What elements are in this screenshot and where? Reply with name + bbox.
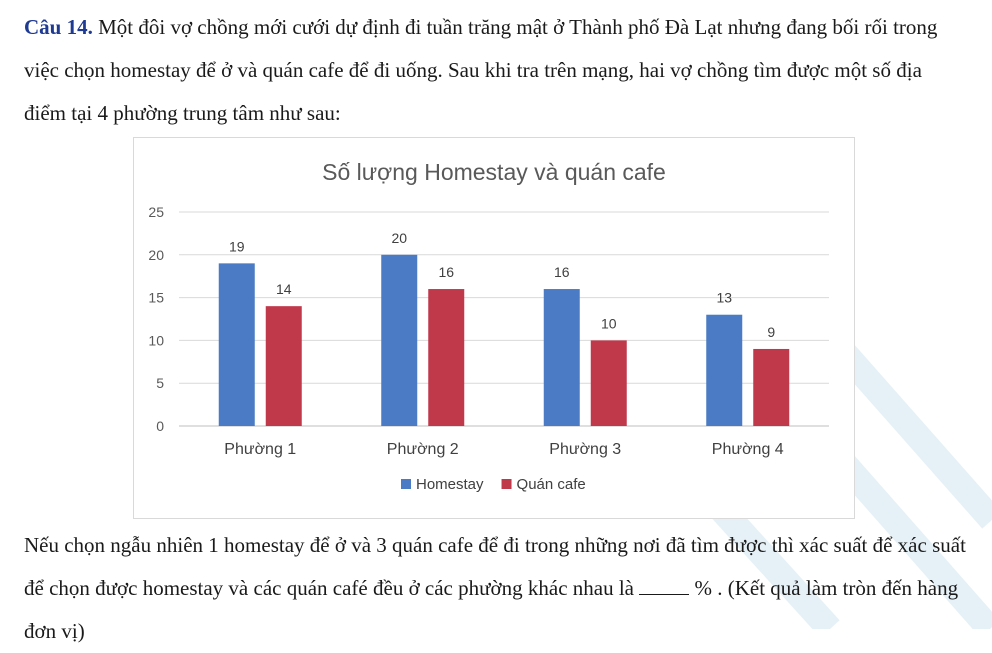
data-label: 20 [391, 230, 407, 246]
data-label: 10 [601, 315, 617, 331]
bar-homestay [218, 263, 255, 426]
data-label: 14 [276, 281, 292, 297]
bar-cafe [428, 289, 465, 426]
bar-cafe [753, 348, 790, 426]
x-tick-label: Phường 4 [712, 441, 784, 458]
data-label: 16 [554, 264, 570, 280]
question-prompt-suffix: % . (Kết quả làm tròn đến hàng đơn vị) [24, 576, 959, 643]
y-tick-label: 20 [148, 247, 164, 263]
question-intro: Câu 14. Một đôi vợ chồng mới cưới dự địn… [24, 6, 969, 135]
question-prompt: Nếu chọn ngẫu nhiên 1 homestay để ở và 3… [24, 524, 969, 653]
bar-homestay [706, 314, 743, 426]
y-tick-label: 25 [148, 204, 164, 220]
x-tick-label: Phường 2 [387, 441, 459, 458]
bar-chart: Số lượng Homestay và quán cafe 0 5 10 15 20 25… [133, 137, 855, 519]
chart-title: Số lượng Homestay và quán cafe [322, 159, 666, 185]
bar-cafe [265, 306, 302, 426]
legend-label-homestay: Homestay [416, 476, 484, 493]
legend-swatch-cafe [501, 479, 512, 489]
legend-label-cafe: Quán cafe [517, 476, 586, 493]
question-prompt-text: Nếu chọn ngẫu nhiên 1 homestay để ở và 3… [24, 533, 966, 600]
bar-cafe [590, 340, 627, 426]
x-tick-label: Phường 1 [224, 441, 296, 458]
question-intro-text: Một đôi vợ chồng mới cưới dự định đi tuầ… [24, 15, 938, 125]
bar-homestay [543, 289, 580, 426]
chart-canvas: Số lượng Homestay và quán cafe 0 5 10 15 20 25… [148, 159, 829, 493]
y-tick-label: 5 [156, 375, 164, 391]
data-label: 9 [767, 324, 775, 340]
y-tick-label: 0 [156, 418, 164, 434]
bar-homestay [381, 254, 418, 426]
data-label: 19 [229, 238, 245, 254]
answer-blank[interactable] [639, 576, 690, 595]
question-label: Câu 14. [24, 15, 93, 39]
data-label: 16 [438, 264, 454, 280]
y-tick-label: 10 [148, 332, 164, 348]
data-label: 13 [716, 290, 732, 306]
legend-swatch-homestay [401, 479, 411, 489]
y-tick-label: 15 [148, 290, 164, 306]
x-tick-label: Phường 3 [549, 441, 621, 458]
